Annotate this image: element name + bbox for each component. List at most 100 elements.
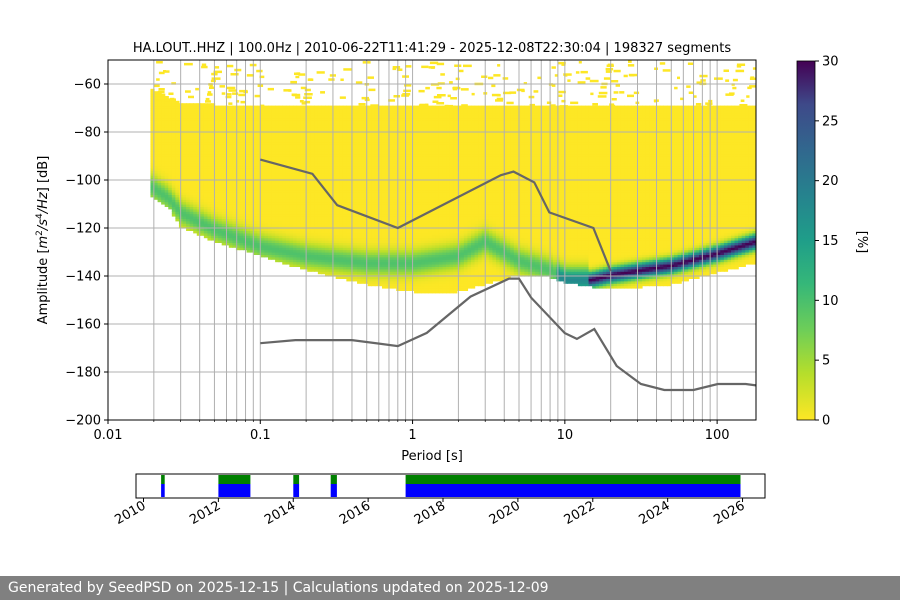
psd-cell <box>260 220 266 224</box>
psd-cell <box>253 139 258 143</box>
psd-cell <box>360 156 365 159</box>
psd-cell <box>200 196 205 200</box>
psd-cell <box>257 170 262 174</box>
psd-cell <box>321 199 326 203</box>
psd-cell <box>324 271 330 275</box>
psd-cell <box>289 129 294 133</box>
psd-cell <box>268 175 273 179</box>
psd-cell <box>150 91 155 95</box>
psd-cell <box>321 208 326 212</box>
psd-cell <box>328 208 333 212</box>
psd-cell <box>335 247 340 251</box>
psd-cell <box>235 148 241 152</box>
psd-cell <box>378 206 383 210</box>
psd-cell <box>335 177 340 181</box>
psd-cell <box>246 184 251 188</box>
psd-cell <box>164 132 169 135</box>
psd-cell <box>264 199 269 203</box>
psd-cell <box>196 151 201 155</box>
psd-cell <box>239 213 244 217</box>
psd-cell <box>324 230 330 234</box>
psd-cell <box>342 182 347 186</box>
psd-cell <box>186 110 191 114</box>
psd-cell <box>324 117 330 121</box>
psd-cell <box>221 175 226 179</box>
psd-cell <box>189 199 194 203</box>
psd-cell <box>268 184 273 188</box>
psd-cell <box>310 242 315 246</box>
psd-cell <box>307 184 312 188</box>
psd-cell <box>193 194 198 198</box>
psd-cell <box>186 182 191 186</box>
psd-cell <box>357 122 362 126</box>
psd-cell <box>232 237 237 241</box>
psd-cell <box>164 124 169 128</box>
psd-cell <box>339 117 344 121</box>
psd-cell <box>324 244 330 248</box>
psd-cell <box>239 232 244 236</box>
psd-cell <box>175 124 180 128</box>
psd-cell <box>253 115 258 119</box>
psd-cell <box>221 223 226 227</box>
psd-cell <box>332 216 337 219</box>
psd-cell <box>186 117 191 121</box>
psd-cell <box>221 180 226 183</box>
psd-cell <box>310 232 315 236</box>
psd-cell <box>264 228 269 231</box>
psd-cell <box>182 199 187 203</box>
psd-cell <box>300 206 305 210</box>
psd-cell <box>374 153 380 157</box>
psd-cell <box>357 175 362 179</box>
psd-cell <box>186 103 191 107</box>
psd-cell <box>278 240 283 243</box>
psd-cell <box>328 132 333 135</box>
psd-cell <box>268 158 273 162</box>
psd-cell <box>200 112 205 116</box>
psd-cell <box>392 242 397 246</box>
psd-cell <box>328 105 333 109</box>
psd-cell <box>342 208 347 212</box>
psd-cell <box>278 216 283 219</box>
psd-cell <box>200 156 205 159</box>
psd-cell <box>214 189 219 193</box>
psd-cell <box>182 151 187 155</box>
psd-cell <box>307 213 312 217</box>
psd-cell <box>328 244 333 248</box>
psd-cell <box>378 158 383 162</box>
psd-cell <box>182 172 187 176</box>
psd-cell <box>225 223 230 227</box>
psd-cell <box>271 117 276 121</box>
psd-cell <box>246 134 251 138</box>
psd-cell <box>314 194 319 198</box>
psd-cell <box>314 218 319 222</box>
psd-cell <box>339 170 344 174</box>
psd-cell <box>321 194 326 198</box>
psd-cell <box>342 120 347 123</box>
psd-cell <box>196 201 201 205</box>
psd-cell <box>310 228 315 231</box>
psd-cell <box>225 105 230 109</box>
psd-cell <box>289 153 294 157</box>
psd-cell <box>200 134 205 138</box>
psd-cell <box>221 189 226 193</box>
psd-cell <box>182 120 187 123</box>
psd-cell <box>296 189 301 193</box>
psd-cell <box>371 268 376 272</box>
psd-cell <box>218 134 223 138</box>
psd-cell <box>250 115 255 119</box>
psd-cell <box>218 175 223 179</box>
psd-cell <box>342 220 347 224</box>
psd-cell <box>203 139 209 143</box>
psd-cell <box>278 218 283 222</box>
psd-cell <box>214 124 219 128</box>
psd-cell <box>264 112 269 116</box>
psd-cell <box>268 163 273 167</box>
psd-cell <box>374 230 380 234</box>
psd-cell <box>346 206 351 210</box>
psd-cell <box>182 115 187 119</box>
psd-cell <box>214 144 219 147</box>
psd-cell <box>307 256 312 260</box>
psd-cell <box>314 268 319 272</box>
psd-cell <box>378 247 383 251</box>
psd-cell <box>164 199 169 203</box>
